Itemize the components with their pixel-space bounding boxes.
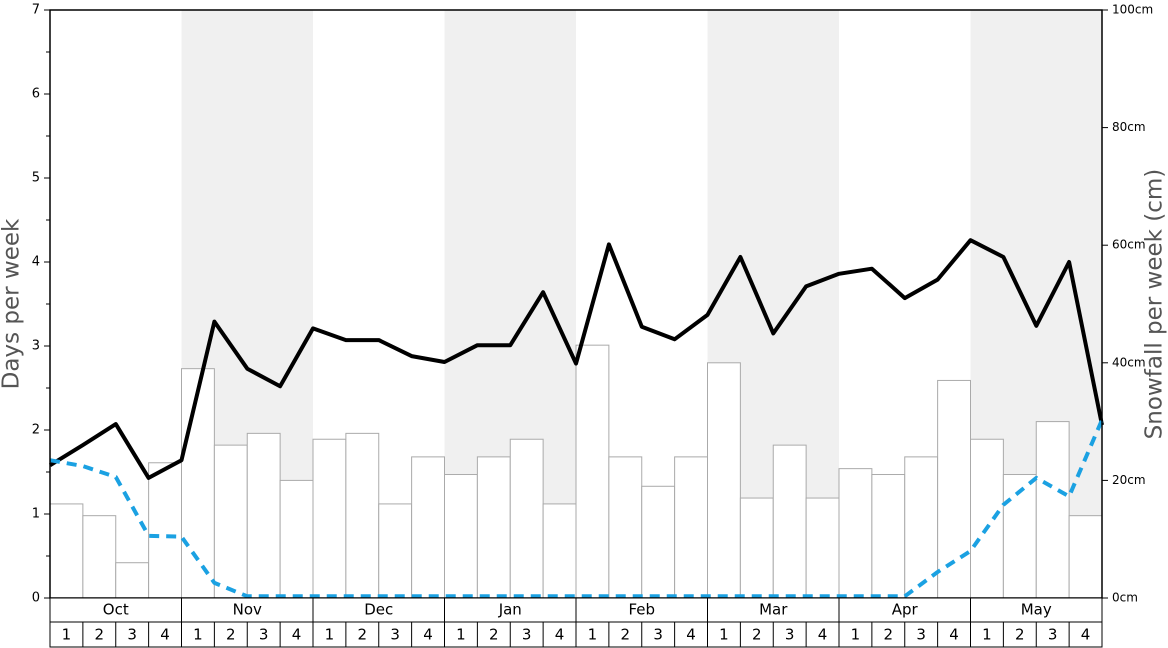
x-tick-label: 2 [1015, 626, 1025, 644]
x-tick-label: 3 [785, 626, 795, 644]
bar [542, 503, 577, 599]
y-tick-label: 1 [32, 507, 40, 522]
x-tick-label: 2 [489, 626, 499, 644]
x-tick-label: 3 [653, 626, 663, 644]
y2-tick-label: 40cm [1112, 355, 1146, 369]
bar [246, 432, 281, 599]
bar [970, 438, 1004, 599]
y-tick-label: 0 [32, 591, 40, 606]
x-tick-label: 4 [292, 626, 302, 644]
bar [1002, 474, 1037, 599]
x-tick-label: 2 [358, 626, 368, 644]
x-tick-label: 1 [193, 626, 203, 644]
x-tick-label: 2 [752, 626, 762, 644]
x-tick-label: 3 [522, 626, 532, 644]
y2-tick-label: 100cm [1112, 3, 1153, 17]
x-tick-label: 2 [95, 626, 105, 644]
bar [641, 485, 676, 599]
y-tick-label: 5 [32, 171, 40, 186]
bar [674, 456, 708, 599]
bar [937, 379, 971, 599]
x-tick-label: 1 [325, 626, 335, 644]
bar [181, 368, 215, 599]
bar [1068, 515, 1103, 599]
y-tick-label: 2 [32, 423, 40, 438]
bar [378, 503, 413, 599]
y-tick-label: 6 [32, 87, 40, 102]
bar [411, 456, 445, 599]
x-tick-label: 2 [621, 626, 631, 644]
x-tick-label: 3 [127, 626, 137, 644]
bar [772, 444, 807, 599]
x-tick-label: 2 [884, 626, 894, 644]
month-label: Mar [759, 601, 788, 619]
bar [805, 497, 840, 599]
x-tick-label: 4 [949, 626, 959, 644]
y-tick-label: 7 [32, 3, 40, 18]
x-tick-label: 4 [686, 626, 696, 644]
bar [82, 515, 117, 599]
x-tick-label: 3 [916, 626, 926, 644]
data-line [48, 238, 1104, 480]
x-tick-label: 4 [1081, 626, 1091, 644]
x-tick-label: 1 [719, 626, 729, 644]
x-tick-label: 3 [390, 626, 400, 644]
x-tick-label: 1 [851, 626, 861, 644]
bar [279, 479, 314, 599]
month-label: Jan [498, 601, 522, 619]
x-tick-label: 1 [982, 626, 992, 644]
x-tick-label: 1 [588, 626, 598, 644]
month-label: May [1021, 601, 1052, 619]
y-axis-label: Days per week [0, 218, 25, 389]
month-label: Dec [364, 601, 393, 619]
bar [213, 444, 248, 599]
y-tick-label: 4 [32, 255, 40, 270]
x-tick-label: 4 [818, 626, 828, 644]
bar [115, 562, 150, 599]
x-tick-label: 3 [259, 626, 269, 644]
month-label: Nov [233, 601, 262, 619]
bar [444, 474, 478, 599]
y2-tick-label: 0cm [1112, 591, 1138, 605]
bar [476, 456, 511, 599]
bar [1035, 421, 1070, 599]
month-label: Oct [103, 601, 129, 619]
y2-tick-label: 80cm [1112, 120, 1146, 134]
bar [509, 438, 544, 599]
x-tick-label: 2 [226, 626, 236, 644]
y2-tick-label: 20cm [1112, 473, 1146, 487]
x-tick-label: 4 [160, 626, 170, 644]
bar [707, 362, 741, 599]
x-tick-label: 1 [62, 626, 72, 644]
bar [49, 503, 84, 599]
bar [575, 344, 610, 599]
month-label: Apr [892, 601, 919, 619]
bar [148, 462, 182, 599]
bar [312, 438, 347, 599]
x-tick-label: 1 [456, 626, 466, 644]
bar [345, 432, 380, 599]
bar [838, 468, 873, 599]
y2-axis-label: Snowfall per week (cm) [1142, 169, 1168, 440]
month-label: Feb [628, 601, 655, 619]
y2-tick-label: 60cm [1112, 238, 1146, 252]
bar [739, 497, 774, 599]
bar [608, 456, 643, 599]
x-tick-label: 4 [423, 626, 433, 644]
x-tick-label: 3 [1048, 626, 1058, 644]
y-tick-label: 3 [32, 339, 40, 354]
x-tick-label: 4 [555, 626, 565, 644]
bar [871, 474, 906, 599]
